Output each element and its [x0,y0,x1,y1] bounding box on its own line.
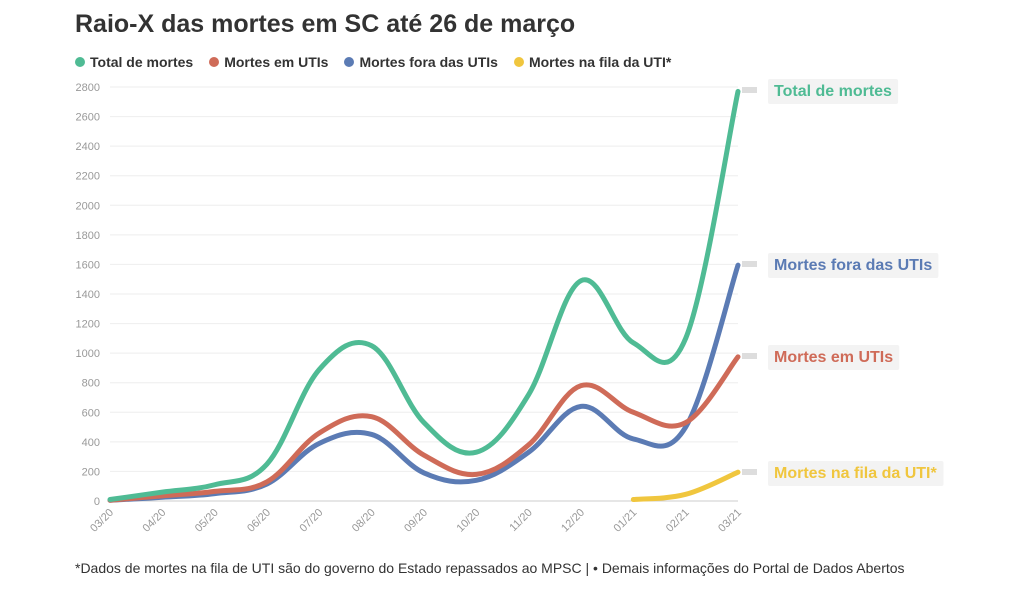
y-tick-label: 1400 [76,289,100,301]
x-tick-label: 07/20 [298,507,326,535]
y-tick-label: 1800 [76,230,100,242]
x-tick-label: 04/20 [141,507,169,535]
legend-label-fila: Mortes na fila da UTI* [528,54,672,70]
x-tick-label: 11/20 [507,507,534,534]
legend-item-total[interactable]: Total de mortes [75,54,193,70]
legend-label-utis: Mortes em UTIs [224,54,329,70]
x-tick-label: 12/20 [559,507,587,535]
y-tick-label: 1600 [76,259,100,271]
y-tick-label: 2600 [76,112,100,124]
end-label-connector [742,261,757,267]
legend-label-fora: Mortes fora das UTIs [359,54,498,70]
y-tick-label: 2200 [76,171,100,183]
y-tick-label: 800 [82,378,100,390]
chart-title: Raio-X das mortes em SC até 26 de março [75,10,576,38]
legend-swatch-utis [209,57,220,67]
end-label: Mortes fora das UTIs [774,257,932,274]
y-tick-label: 2000 [76,200,100,212]
x-tick-label: 08/20 [350,507,378,535]
end-label: Mortes em UTIs [774,349,893,366]
x-tick-label: 06/20 [245,507,273,535]
legend-label-total: Total de mortes [90,54,194,70]
series-line-mortes-em-utis [107,354,741,503]
x-tick-label: 02/21 [664,507,692,535]
legend-item-fora[interactable]: Mortes fora das UTIs [344,54,498,70]
y-tick-label: 400 [82,437,100,449]
end-label-background [768,253,939,278]
x-tick-label: 03/20 [88,507,116,535]
chart-legend: Total de mortes Mortes em UTIs Mortes fo… [75,54,671,70]
y-tick-label: 2800 [76,82,100,94]
end-label-background [768,79,899,104]
series-line-total-de-mortes [107,88,741,503]
x-tick-label: 03/21 [716,507,744,535]
legend-swatch-fila [513,57,524,67]
end-label-connector [742,469,757,475]
end-label: Total de mortes [774,83,892,100]
x-tick-label: 01/21 [612,507,640,535]
y-tick-label: 2400 [76,141,100,153]
y-tick-label: 1200 [76,319,100,331]
chart-footnote: *Dados de mortes na fila de UTI são do g… [75,560,905,576]
series-line-mortes-na-fila-da-uti [630,469,741,503]
end-label: Mortes na fila da UTI* [774,465,937,482]
end-label-connector [742,87,757,93]
legend-item-utis[interactable]: Mortes em UTIs [209,54,328,70]
end-label-background [768,345,900,370]
x-tick-label: 09/20 [402,507,430,535]
legend-swatch-fora [344,57,355,67]
y-tick-label: 600 [82,407,100,419]
legend-item-fila[interactable]: Mortes na fila da UTI* [513,54,672,70]
x-tick-label: 05/20 [193,507,221,535]
x-tick-label: 10/20 [455,507,483,535]
y-tick-label: 0 [94,496,100,508]
end-label-background [768,461,944,486]
y-tick-label: 200 [82,466,100,478]
legend-swatch-total [75,57,85,67]
end-label-connector [742,353,757,359]
y-tick-label: 1000 [76,348,100,360]
